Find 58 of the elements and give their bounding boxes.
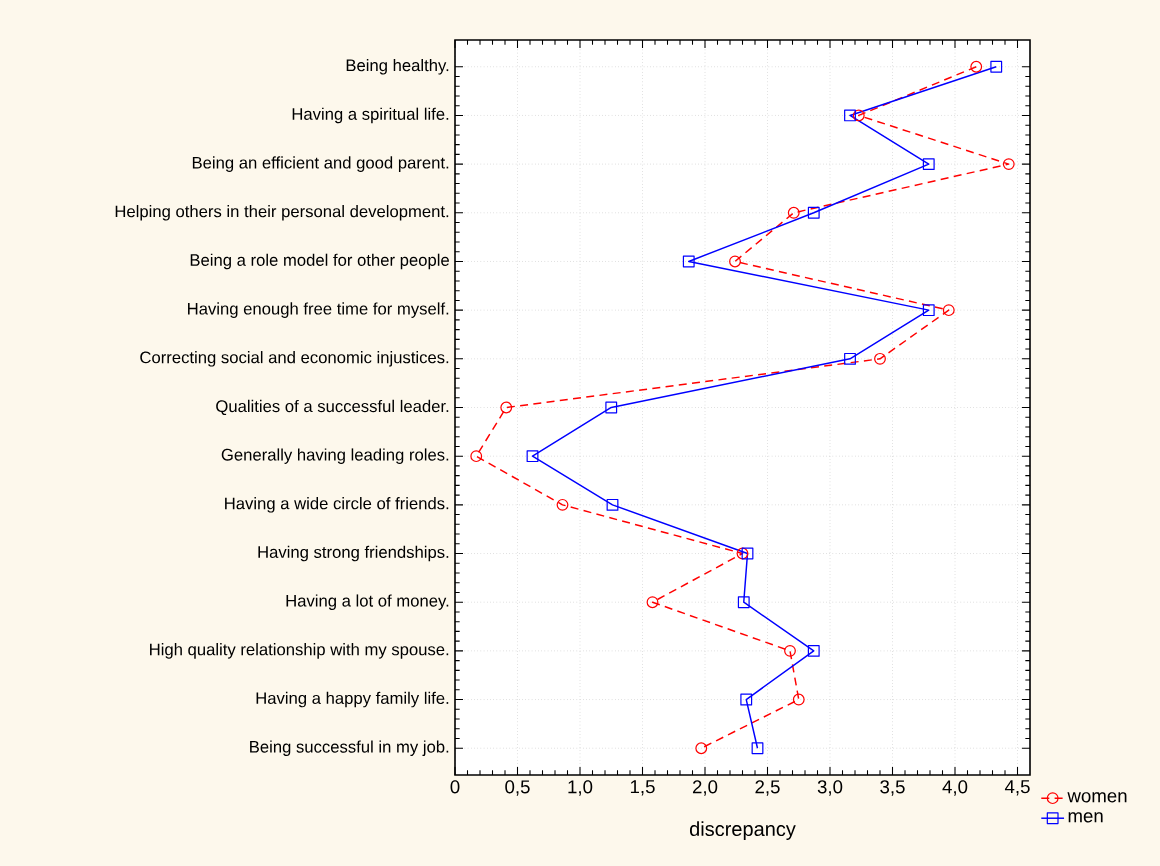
point xyxy=(792,693,805,706)
point xyxy=(852,109,865,122)
x-tick-label: 2,0 xyxy=(692,780,718,796)
y-tick-label: Qualities of a successful leader. xyxy=(216,399,449,416)
x-tick-label: 1,0 xyxy=(568,780,593,796)
point xyxy=(970,60,983,73)
y-tick-label: Having a spiritual life. xyxy=(292,107,449,124)
x-tick-label: 1,5 xyxy=(630,780,655,796)
y-tick-label: Being successful in my job. xyxy=(250,740,449,756)
point xyxy=(682,255,695,268)
y-tick-label: Having strong friendships. xyxy=(258,545,449,562)
point xyxy=(990,60,1003,73)
point xyxy=(784,644,796,657)
point xyxy=(736,547,749,560)
y-tick-label: Having a wide circle of friends. xyxy=(225,497,449,513)
legend-label: women xyxy=(1067,792,1127,803)
x-tick-label: 0 xyxy=(450,780,460,794)
y-tick-label: Being healthy. xyxy=(346,58,449,75)
point xyxy=(1002,158,1015,171)
point xyxy=(729,255,741,268)
y-tick-label: High quality relationship with my spouse. xyxy=(150,643,449,659)
point xyxy=(741,547,754,560)
point xyxy=(695,742,708,755)
point xyxy=(807,644,820,657)
point xyxy=(942,304,955,317)
y-tick-label: Helping others in their personal development. xyxy=(115,205,449,221)
y-tick-label: Having a happy family life. xyxy=(256,691,449,708)
point xyxy=(922,304,935,317)
y-tick-label: Having a lot of money. xyxy=(286,594,449,610)
y-tick-label: Correcting social and economic injustices. xyxy=(140,351,449,367)
point xyxy=(844,352,856,365)
point xyxy=(807,206,820,219)
point xyxy=(922,158,935,171)
point xyxy=(874,352,886,365)
point xyxy=(737,596,750,609)
point xyxy=(500,401,513,414)
point xyxy=(526,450,539,463)
point xyxy=(751,742,764,755)
y-tick-label: Having enough free time for myself. xyxy=(188,302,449,318)
x-tick-label: 4,5 xyxy=(1004,780,1030,796)
y-tick-label: Generally having leading roles. xyxy=(221,448,449,464)
y-tick-label: Being a role model for other people xyxy=(190,253,449,270)
y-tick-label: Being an efficient and good parent. xyxy=(192,156,449,172)
point xyxy=(787,206,800,219)
x-tick-label: 4,0 xyxy=(942,780,968,796)
legend-label: men xyxy=(1068,812,1103,823)
x-tick-label: 0,5 xyxy=(505,780,530,796)
x-tick-label: 3,0 xyxy=(817,780,843,796)
point xyxy=(556,498,569,511)
point xyxy=(605,401,618,414)
point xyxy=(646,596,659,609)
point xyxy=(470,450,483,463)
point xyxy=(740,693,753,706)
x-axis-title: discrepancy xyxy=(689,821,796,840)
point xyxy=(844,109,856,122)
x-tick-label: 3,5 xyxy=(880,780,905,796)
x-tick-label: 2,5 xyxy=(755,780,780,796)
point xyxy=(606,498,619,511)
